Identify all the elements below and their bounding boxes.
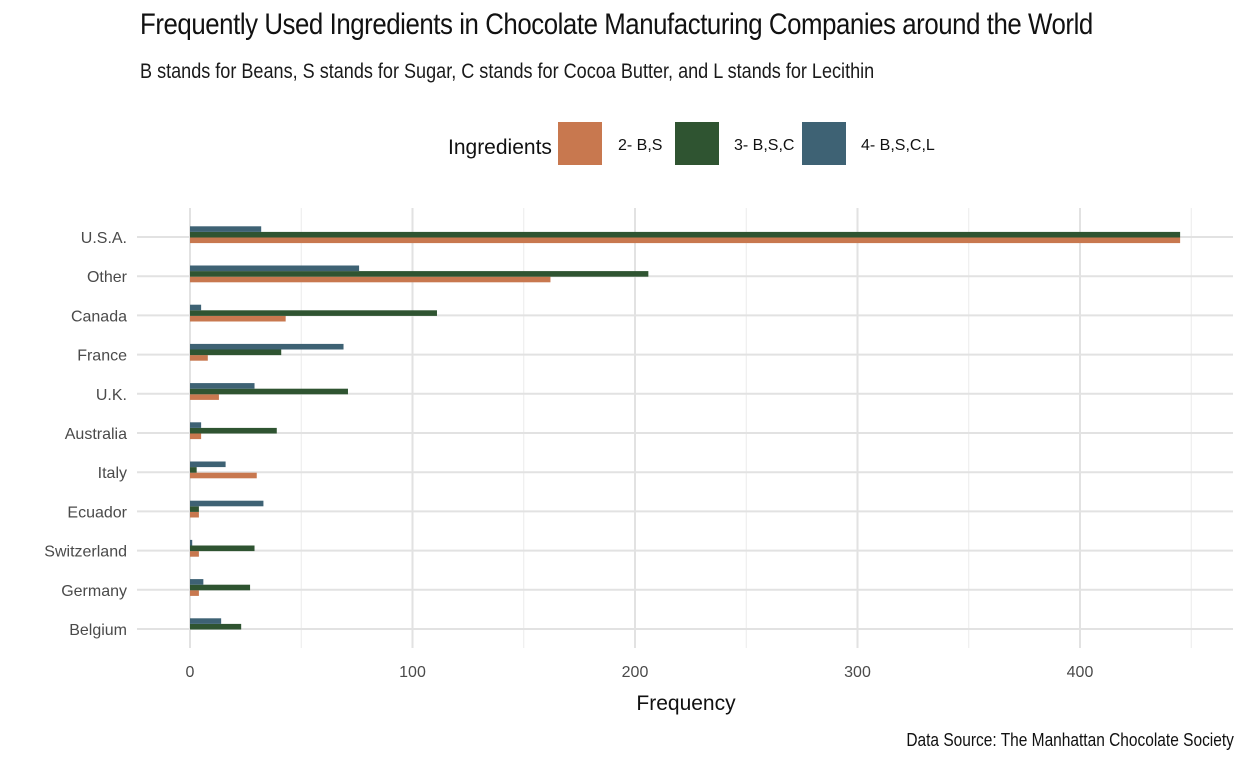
x-tick-label: 200 xyxy=(622,664,649,681)
legend-key-3 xyxy=(675,122,719,165)
x-tick-label: 0 xyxy=(186,664,195,681)
bar-switzerland-4 xyxy=(190,539,193,546)
legend-title: Ingredients xyxy=(448,136,552,159)
bar-italy-2 xyxy=(190,472,257,479)
bar-other-3 xyxy=(190,271,649,277)
bar-u-k--3 xyxy=(190,388,348,395)
x-axis-title: Frequency xyxy=(636,692,736,715)
chart-subtitle: B stands for Beans, S stands for Sugar, … xyxy=(140,60,875,83)
y-tick-label: Switzerland xyxy=(44,544,127,561)
bar-belgium-3 xyxy=(190,623,242,630)
legend-label-2: 2- B,S xyxy=(618,137,662,154)
legend-key-4 xyxy=(802,122,846,165)
y-tick-label: Canada xyxy=(71,308,127,325)
bars xyxy=(190,226,1181,630)
bar-other-4 xyxy=(190,265,360,272)
x-tick-label: 300 xyxy=(844,664,871,681)
x-tick-label: 100 xyxy=(399,664,426,681)
bar-australia-3 xyxy=(190,427,277,434)
chart-caption: Data Source: The Manhattan Chocolate Soc… xyxy=(906,730,1234,750)
bar-u-s-a--4 xyxy=(190,226,262,232)
bar-u-k--4 xyxy=(190,383,255,389)
bar-other-2 xyxy=(190,276,551,283)
bar-france-2 xyxy=(190,355,208,361)
chart-title: Frequently Used Ingredients in Chocolate… xyxy=(140,8,1093,41)
y-tick-label: U.S.A. xyxy=(81,230,127,247)
bar-france-3 xyxy=(190,349,282,356)
bar-switzerland-2 xyxy=(190,551,199,557)
y-tick-label: Italy xyxy=(98,465,127,482)
bar-germany-3 xyxy=(190,584,251,591)
bar-switzerland-3 xyxy=(190,545,255,552)
y-tick-label: France xyxy=(77,348,127,365)
grid xyxy=(137,208,1233,648)
bar-australia-2 xyxy=(190,433,202,440)
bar-ecuador-4 xyxy=(190,500,264,507)
bar-canada-4 xyxy=(190,304,202,311)
legend-label-3: 3- B,S,C xyxy=(734,137,794,154)
bar-italy-3 xyxy=(190,467,197,473)
y-tick-label: U.K. xyxy=(96,387,127,404)
bar-ecuador-3 xyxy=(190,506,199,512)
legend-key-2 xyxy=(558,122,602,165)
bar-canada-2 xyxy=(190,315,286,322)
bar-u-s-a--2 xyxy=(190,237,1181,244)
bar-germany-4 xyxy=(190,579,204,585)
bar-italy-4 xyxy=(190,461,226,468)
bar-belgium-4 xyxy=(190,618,222,624)
bar-ecuador-2 xyxy=(190,511,199,518)
bar-france-4 xyxy=(190,343,344,350)
bar-australia-4 xyxy=(190,422,202,428)
bar-canada-3 xyxy=(190,310,437,316)
bar-u-s-a--3 xyxy=(190,231,1181,238)
y-tick-label: Australia xyxy=(65,426,127,443)
y-tick-label: Germany xyxy=(61,583,127,600)
y-tick-label: Belgium xyxy=(69,622,127,639)
x-tick-label: 400 xyxy=(1067,664,1094,681)
axis-ticks: 0 100 200 300 400 U.S.A. Other Canada France U.K.… xyxy=(44,230,1093,681)
legend-label-4: 4- B,S,C,L xyxy=(861,137,935,154)
bar-u-k--2 xyxy=(190,394,219,400)
legend: Ingredients 2- B,S 3- B,S,C 4- B,S,C,L xyxy=(448,122,935,165)
y-tick-label: Ecuador xyxy=(67,504,127,521)
y-tick-label: Other xyxy=(87,269,128,286)
bar-germany-2 xyxy=(190,590,199,596)
